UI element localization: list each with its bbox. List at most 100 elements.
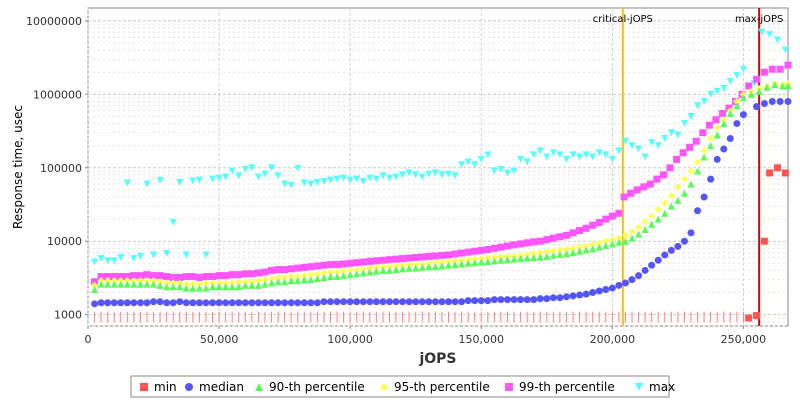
point-median xyxy=(130,299,138,307)
x-tick-label: 250,000 xyxy=(721,333,767,346)
point-99-th-percentile xyxy=(202,273,210,281)
point-95-th-percentile xyxy=(595,239,603,247)
point-max xyxy=(156,177,164,185)
point-90-th-percentile xyxy=(176,283,184,291)
point-90-th-percentile xyxy=(694,167,702,175)
point-95-th-percentile xyxy=(707,135,715,143)
point-max xyxy=(235,172,243,180)
point-max xyxy=(287,181,295,189)
point-median xyxy=(333,298,341,306)
point-max xyxy=(497,165,505,173)
point-95-th-percentile xyxy=(274,274,282,282)
annotation-label: critical-jOPS xyxy=(593,14,653,25)
point-99-th-percentile xyxy=(110,273,118,281)
point-90-th-percentile xyxy=(248,281,256,289)
point-median xyxy=(143,299,151,307)
point-99-th-percentile xyxy=(458,249,466,257)
point-median xyxy=(385,298,393,306)
point-median xyxy=(195,299,203,307)
point-90-th-percentile xyxy=(477,258,485,266)
point-95-th-percentile xyxy=(405,261,413,269)
point-90-th-percentile xyxy=(241,281,249,289)
point-median xyxy=(215,299,223,307)
point-median xyxy=(451,298,459,306)
point-max xyxy=(97,255,105,263)
point-median xyxy=(556,294,564,302)
point-max xyxy=(431,169,439,177)
x-tick-label: 150,000 xyxy=(459,333,505,346)
point-99-th-percentile xyxy=(444,251,452,259)
point-max xyxy=(602,151,610,159)
point-90-th-percentile xyxy=(327,273,335,281)
legend-marker-max xyxy=(635,383,643,391)
point-max xyxy=(340,174,348,182)
point-90-th-percentile xyxy=(366,268,374,276)
point-95-th-percentile xyxy=(399,261,407,269)
point-99-th-percentile xyxy=(379,256,387,264)
point-90-th-percentile xyxy=(117,280,125,288)
point-90-th-percentile xyxy=(91,285,99,293)
point-90-th-percentile xyxy=(195,284,203,292)
point-90-th-percentile xyxy=(385,266,393,274)
point-90-th-percentile xyxy=(602,242,610,250)
point-90-th-percentile xyxy=(667,202,675,210)
series-95-th-percentile xyxy=(91,80,792,289)
point-90-th-percentile xyxy=(156,281,164,289)
point-99-th-percentile xyxy=(753,75,761,83)
point-max xyxy=(576,153,584,161)
point-max xyxy=(333,175,341,183)
point-median xyxy=(641,266,649,274)
point-median xyxy=(104,299,112,307)
point-max xyxy=(674,131,682,139)
point-99-th-percentile xyxy=(261,268,269,276)
point-95-th-percentile xyxy=(313,270,321,278)
point-max xyxy=(471,161,479,169)
point-median xyxy=(543,295,551,303)
point-95-th-percentile xyxy=(176,279,184,287)
point-90-th-percentile xyxy=(517,255,525,263)
point-95-th-percentile xyxy=(523,250,531,258)
point-99-th-percentile xyxy=(228,271,236,279)
point-95-th-percentile xyxy=(431,259,439,267)
point-max xyxy=(136,252,144,260)
point-95-th-percentile xyxy=(156,278,164,286)
point-max xyxy=(536,147,544,155)
point-95-th-percentile xyxy=(608,236,616,244)
point-90-th-percentile xyxy=(556,250,564,258)
point-99-th-percentile xyxy=(241,270,249,278)
point-99-th-percentile xyxy=(627,189,635,197)
point-99-th-percentile xyxy=(718,109,726,117)
point-max xyxy=(254,173,262,181)
point-95-th-percentile xyxy=(333,268,341,276)
point-99-th-percentile xyxy=(640,183,648,191)
annotation-label: max-jOPS xyxy=(735,14,783,25)
point-90-th-percentile xyxy=(359,269,367,277)
point-90-th-percentile xyxy=(189,284,197,292)
point-95-th-percentile xyxy=(576,243,584,251)
point-99-th-percentile xyxy=(300,263,308,271)
point-99-th-percentile xyxy=(176,274,184,282)
point-median xyxy=(784,97,792,105)
point-99-th-percentile xyxy=(274,266,282,274)
legend-marker-99-th-percentile xyxy=(505,383,513,391)
point-90-th-percentile xyxy=(484,257,492,265)
point-90-th-percentile xyxy=(104,280,112,288)
point-90-th-percentile xyxy=(687,180,695,188)
point-max xyxy=(766,31,774,39)
point-99-th-percentile xyxy=(659,171,667,179)
point-90-th-percentile xyxy=(405,264,413,272)
legend-label: max xyxy=(649,380,675,394)
point-90-th-percentile xyxy=(543,252,551,260)
point-99-th-percentile xyxy=(222,272,230,280)
point-median xyxy=(700,193,708,201)
point-95-th-percentile xyxy=(438,258,446,266)
point-95-th-percentile xyxy=(379,263,387,271)
y-tick-label: 10000 xyxy=(47,235,82,248)
point-median xyxy=(353,298,361,306)
point-max xyxy=(104,257,112,265)
point-90-th-percentile xyxy=(713,131,721,139)
point-90-th-percentile xyxy=(287,277,295,285)
point-99-th-percentile xyxy=(784,61,792,69)
point-median xyxy=(549,294,557,302)
